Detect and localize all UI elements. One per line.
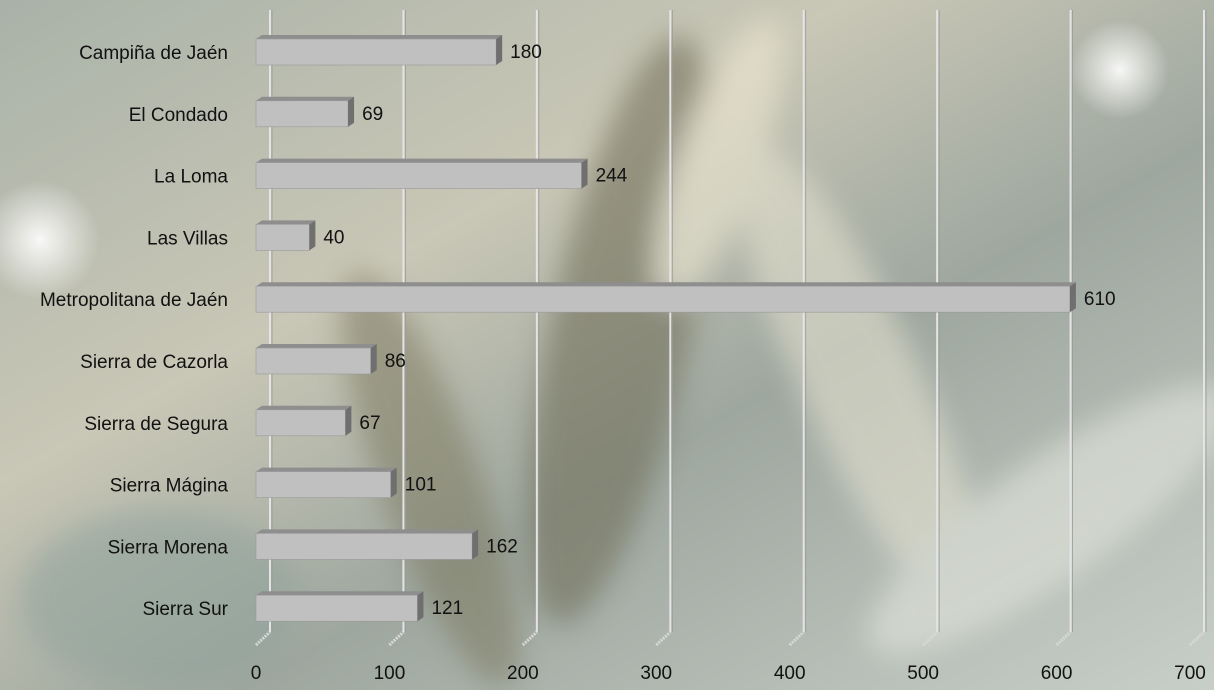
bar	[255, 96, 355, 128]
grid-line	[388, 10, 406, 647]
bar	[255, 529, 479, 560]
category-label: La Loma	[154, 167, 228, 188]
x-tick-label: 200	[507, 663, 539, 684]
grid-line	[655, 10, 673, 647]
x-tick-label: 100	[374, 663, 406, 684]
category-label: Sierra Morena	[108, 537, 229, 558]
category-label: Metropolitana de Jaén	[40, 290, 228, 311]
bar	[255, 158, 588, 189]
value-label: 67	[359, 413, 380, 434]
bar	[255, 467, 397, 498]
category-label: Sierra Sur	[142, 599, 228, 620]
value-label: 162	[486, 536, 518, 557]
category-label: Sierra de Segura	[84, 414, 228, 435]
category-label: Sierra Mágina	[110, 476, 229, 497]
bar	[255, 35, 503, 66]
value-label: 244	[596, 166, 628, 187]
bar	[255, 282, 1076, 313]
bar	[255, 344, 377, 375]
category-label: El Condado	[129, 105, 228, 126]
grid-line	[521, 10, 540, 647]
x-tick-label: 300	[640, 663, 672, 684]
value-label: 101	[405, 475, 437, 496]
bars: Campiña de Jaén 180 El Condado 69 La Loma 244…	[40, 35, 1116, 622]
value-label: 180	[510, 42, 542, 63]
grid-line	[1188, 10, 1207, 647]
value-label: 86	[385, 351, 406, 372]
bar	[255, 405, 352, 437]
value-label: 121	[431, 598, 463, 619]
x-tick-label: 600	[1041, 663, 1073, 684]
x-tick-label: 0	[251, 663, 262, 684]
grid-line	[788, 10, 807, 647]
grid-line	[922, 10, 940, 647]
x-tick-label: 500	[907, 663, 939, 684]
category-label: Sierra de Cazorla	[80, 352, 228, 373]
bar	[255, 591, 424, 622]
x-tick-label: 700	[1174, 663, 1206, 684]
value-label: 610	[1084, 289, 1116, 310]
category-label: Las Villas	[147, 228, 228, 249]
category-label: Campiña de Jaén	[79, 43, 228, 64]
grid-line	[1055, 10, 1073, 647]
value-label: 40	[323, 227, 344, 248]
value-label: 69	[362, 104, 383, 125]
bar	[255, 220, 316, 251]
x-tick-label: 400	[774, 663, 806, 684]
